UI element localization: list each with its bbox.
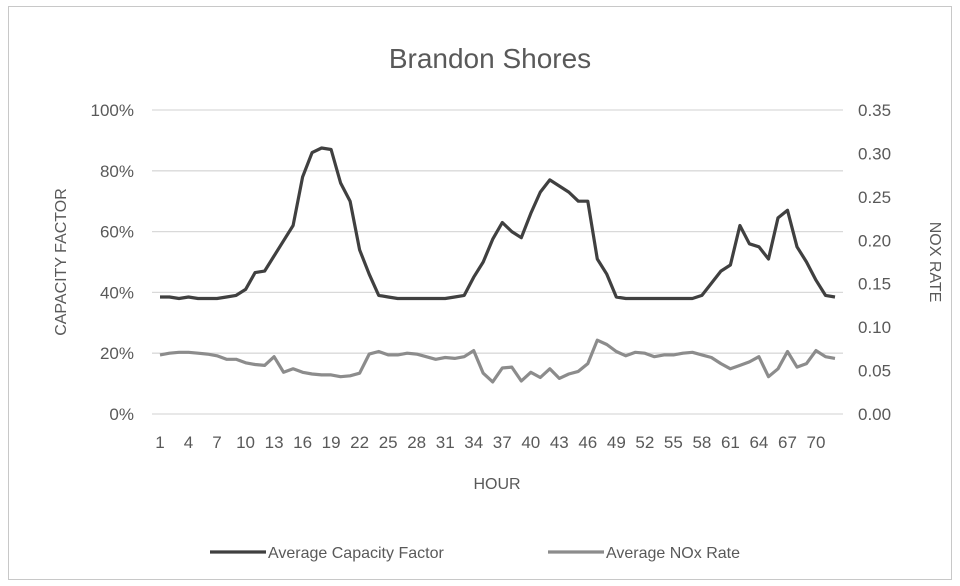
x-tick-label: 4 <box>184 433 193 452</box>
x-tick-label: 40 <box>521 433 540 452</box>
x-tick-label: 37 <box>493 433 512 452</box>
x-tick-label: 67 <box>778 433 797 452</box>
x-tick-label: 7 <box>212 433 221 452</box>
y-axis-right-ticks: 0.00 0.05 0.10 0.15 0.20 0.25 0.30 0.35 <box>858 101 891 424</box>
x-tick-label: 13 <box>265 433 284 452</box>
y-left-tick-label: 20% <box>100 344 134 363</box>
x-tick-label: 1 <box>155 433 164 452</box>
y-right-tick-label: 0.05 <box>858 362 891 381</box>
x-tick-label: 43 <box>550 433 569 452</box>
x-tick-label: 49 <box>607 433 626 452</box>
legend-label: Average NOx Rate <box>606 545 740 562</box>
y-right-tick-label: 0.15 <box>858 275 891 294</box>
legend: Average Capacity Factor Average NOx Rate <box>210 545 740 562</box>
x-tick-label: 52 <box>635 433 654 452</box>
x-tick-label: 70 <box>807 433 826 452</box>
x-tick-label: 22 <box>350 433 369 452</box>
x-tick-label: 46 <box>578 433 597 452</box>
chart-title: Brandon Shores <box>389 43 591 74</box>
y-axis-left-ticks: 0% 20% 40% 60% 80% 100% <box>91 101 134 424</box>
y-left-tick-label: 0% <box>109 405 134 424</box>
x-tick-label: 58 <box>692 433 711 452</box>
y-left-tick-label: 80% <box>100 162 134 181</box>
series-lines <box>159 146 836 384</box>
x-tick-label: 64 <box>749 433 768 452</box>
y-left-tick-label: 60% <box>100 223 134 242</box>
x-tick-label: 61 <box>721 433 740 452</box>
x-tick-label: 25 <box>379 433 398 452</box>
y-right-tick-label: 0.30 <box>858 144 891 163</box>
y-right-tick-label: 0.25 <box>858 188 891 207</box>
gridlines <box>152 109 843 415</box>
legend-label: Average Capacity Factor <box>268 545 444 562</box>
x-tick-label: 34 <box>464 433 483 452</box>
y-left-tick-label: 100% <box>91 101 134 120</box>
y-right-tick-label: 0.20 <box>858 231 891 250</box>
x-tick-label: 55 <box>664 433 683 452</box>
y-axis-left-title: CAPACITY FACTOR <box>53 188 70 336</box>
y-right-tick-label: 0.35 <box>858 101 891 120</box>
y-right-tick-label: 0.10 <box>858 318 891 337</box>
y-right-tick-label: 0.00 <box>858 405 891 424</box>
x-tick-label: 10 <box>236 433 255 452</box>
capacity-factor-line <box>160 146 836 301</box>
nox-rate-line <box>159 338 836 384</box>
x-axis-title: HOUR <box>473 476 520 493</box>
x-tick-label: 31 <box>436 433 455 452</box>
x-tick-label: 19 <box>322 433 341 452</box>
y-axis-right-title: NOX RATE <box>926 222 943 303</box>
y-left-tick-label: 40% <box>100 283 134 302</box>
x-tick-label: 28 <box>407 433 426 452</box>
x-tick-label: 16 <box>293 433 312 452</box>
x-axis-ticks: 1 4 7 10 13 16 19 22 25 28 31 34 37 40 43 46 49 52 55 58 61 6… <box>155 433 825 452</box>
